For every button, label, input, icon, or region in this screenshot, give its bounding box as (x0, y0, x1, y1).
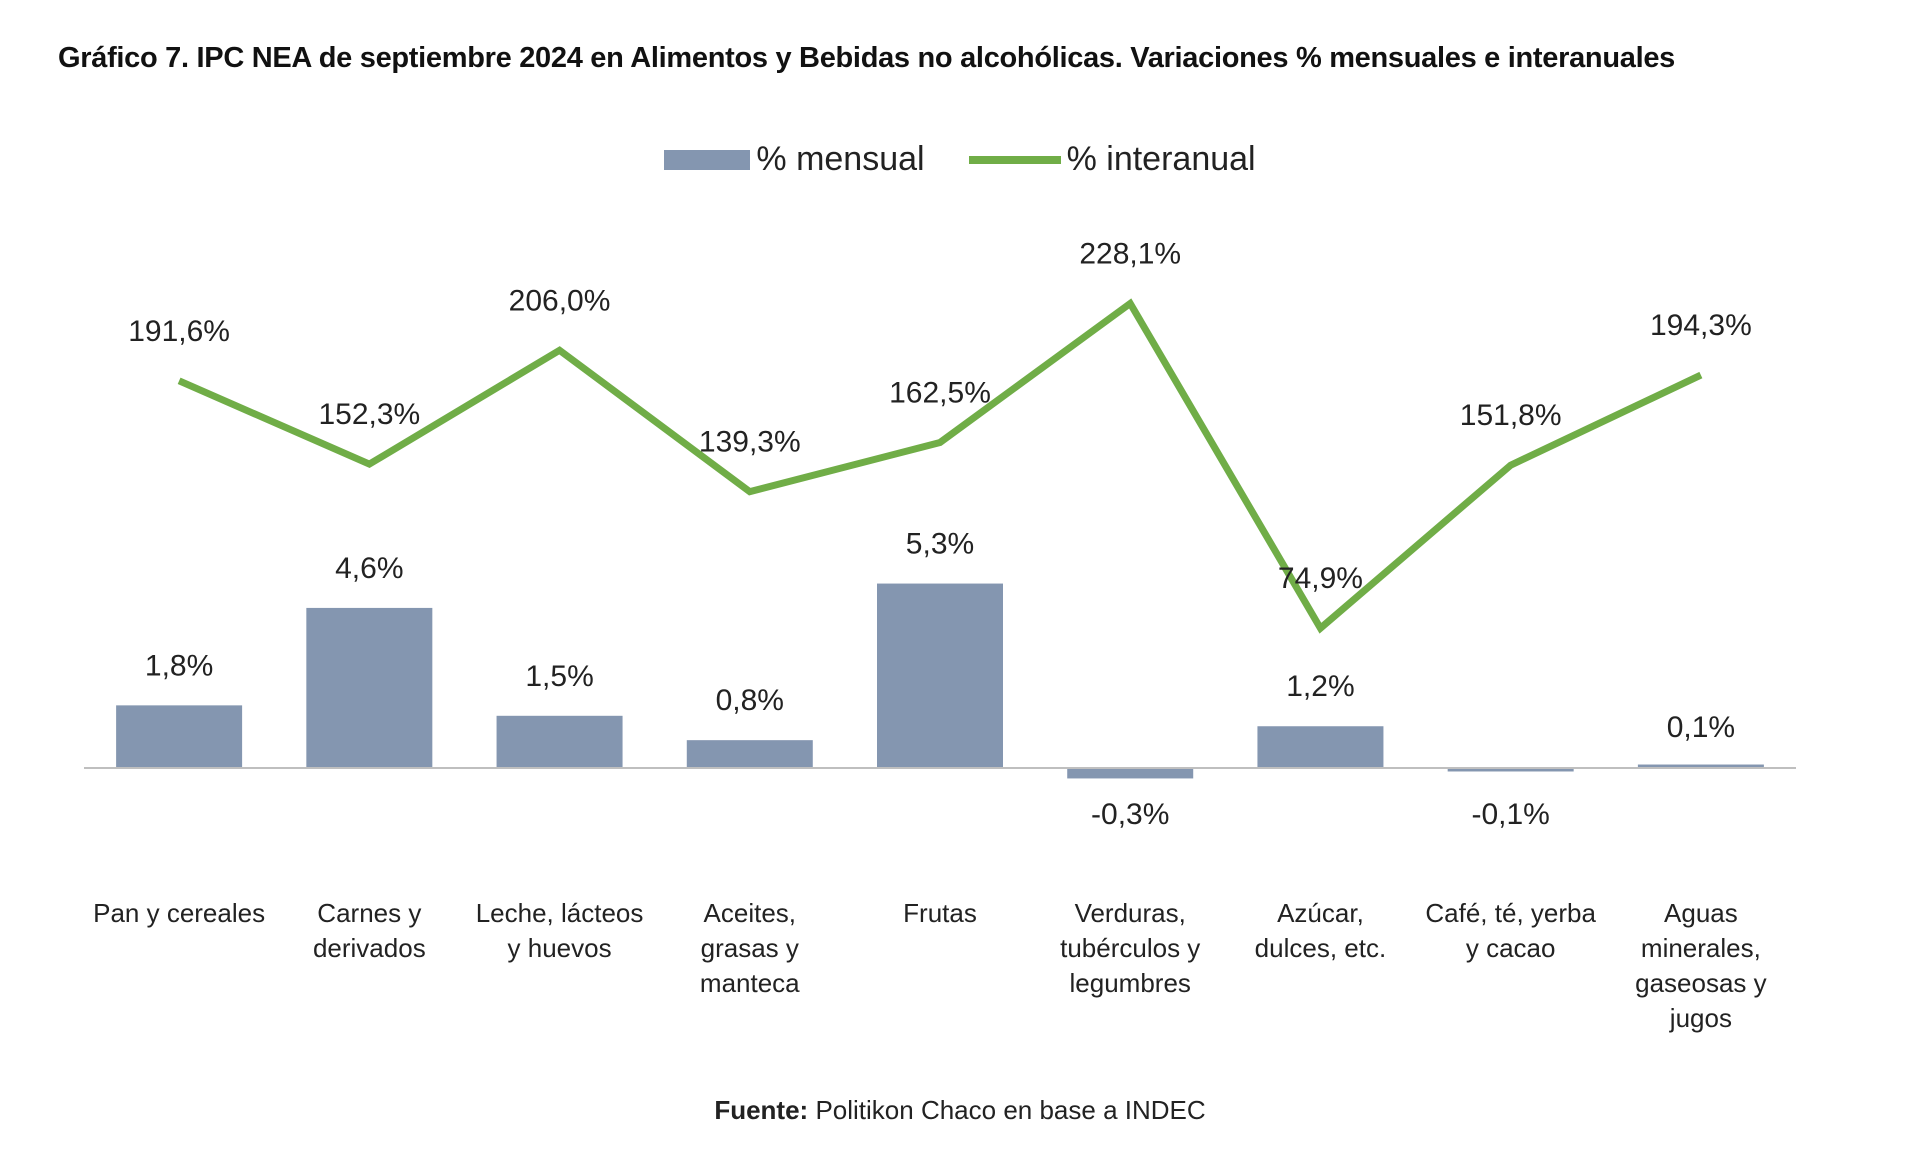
category-label: manteca (700, 968, 800, 998)
legend-line-swatch (968, 155, 1061, 164)
data-label-interanual: 206,0% (509, 284, 611, 317)
category-label: Pan y cereales (93, 898, 265, 928)
chart-legend: % mensual % interanual (0, 140, 1920, 179)
data-label-mensual: 1,5% (525, 660, 593, 693)
data-label-mensual: 0,8% (716, 684, 784, 717)
category-label: Aceites, (704, 898, 797, 928)
category-label: Azúcar, (1277, 898, 1364, 928)
chart-source: Fuente: Politikon Chaco en base a INDEC (0, 1095, 1920, 1126)
data-label-mensual: 5,3% (906, 528, 974, 561)
legend-label-interanual: % interanual (1066, 140, 1256, 178)
bar-mensual (1447, 768, 1574, 772)
data-label-interanual: 194,3% (1650, 309, 1752, 342)
data-label-interanual: 162,5% (889, 377, 991, 410)
data-label-mensual: 1,2% (1286, 670, 1354, 703)
data-label-interanual: 228,1% (1079, 237, 1181, 270)
chart-title: Gráfico 7. IPC NEA de septiembre 2024 en… (58, 42, 1675, 74)
category-label: Verduras, (1075, 898, 1186, 928)
category-label: tubérculos y (1060, 933, 1200, 963)
bar-mensual (686, 740, 813, 768)
bar-mensual (1257, 726, 1384, 768)
source-label: Fuente: (714, 1095, 809, 1125)
data-label-interanual: 139,3% (699, 426, 801, 459)
bar-mensual (496, 715, 623, 768)
category-label: legumbres (1070, 968, 1191, 998)
category-label: Aguas (1664, 898, 1738, 928)
line-interanual (177, 298, 1703, 634)
category-label: Leche, lácteos (476, 898, 644, 928)
bar-mensual (1637, 764, 1764, 768)
category-label: y huevos (508, 933, 612, 963)
category-label: dulces, etc. (1255, 933, 1387, 963)
data-label-mensual: 1,8% (145, 649, 213, 682)
category-label: grasas y (701, 933, 799, 963)
bar-mensual (116, 705, 243, 768)
data-label-mensual: -0,3% (1091, 798, 1169, 831)
legend-item-interanual: % interanual (968, 140, 1256, 179)
legend-item-mensual: % mensual (664, 140, 925, 179)
data-label-interanual: 191,6% (128, 315, 230, 348)
category-label: derivados (313, 933, 426, 963)
category-label: Café, té, yerba (1425, 898, 1596, 928)
legend-bar-swatch (664, 149, 751, 170)
category-label: jugos (1669, 1003, 1732, 1033)
category-label: Carnes y (317, 898, 421, 928)
legend-label-mensual: % mensual (756, 140, 925, 178)
category-label: y cacao (1466, 933, 1556, 963)
data-label-mensual: -0,1% (1471, 798, 1549, 831)
category-label: gaseosas y (1635, 968, 1767, 998)
bar-mensual (1067, 768, 1194, 779)
category-label: minerales, (1641, 933, 1761, 963)
category-label: Frutas (903, 898, 977, 928)
bar-mensual (877, 583, 1003, 768)
data-label-mensual: 0,1% (1667, 711, 1735, 744)
data-label-interanual: 151,8% (1460, 399, 1562, 432)
data-label-interanual: 74,9% (1278, 562, 1363, 595)
data-label-interanual: 152,3% (318, 398, 420, 431)
bar-mensual (306, 607, 433, 768)
source-text: Politikon Chaco en base a INDEC (808, 1095, 1206, 1125)
data-label-mensual: 4,6% (335, 552, 403, 585)
